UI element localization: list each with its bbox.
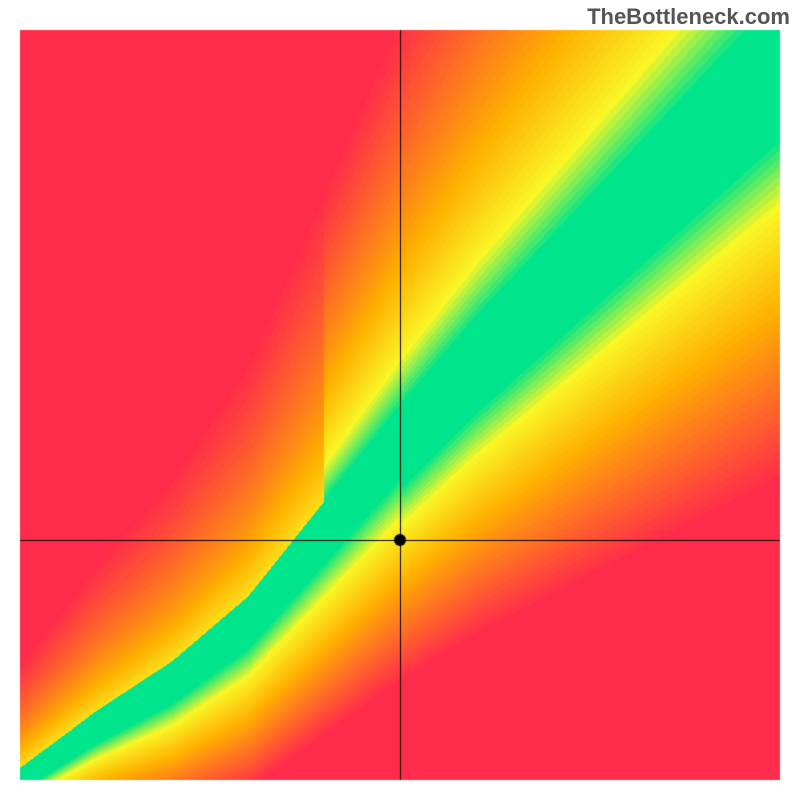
chart-container: TheBottleneck.com [0,0,800,800]
bottleneck-heatmap [0,0,800,800]
watermark-text: TheBottleneck.com [587,4,790,30]
